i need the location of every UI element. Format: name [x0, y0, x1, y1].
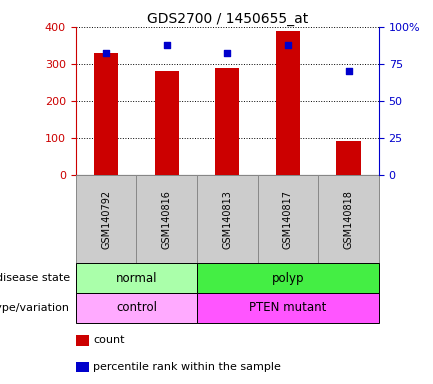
Bar [258, 175, 318, 263]
Text: GSM140818: GSM140818 [343, 190, 354, 248]
Point [224, 50, 231, 56]
Bar [136, 175, 197, 263]
Bar [215, 68, 239, 175]
Text: GSM140816: GSM140816 [162, 190, 172, 248]
Point [103, 50, 110, 56]
Bar [155, 71, 179, 175]
Bar [76, 175, 136, 263]
Point [284, 41, 291, 48]
Bar [76, 293, 197, 323]
Bar [197, 175, 258, 263]
Bar [94, 53, 118, 175]
Title: GDS2700 / 1450655_at: GDS2700 / 1450655_at [147, 12, 308, 26]
Text: GSM140817: GSM140817 [283, 190, 293, 248]
Text: control: control [116, 301, 157, 314]
Bar [318, 175, 379, 263]
Text: normal: normal [116, 272, 157, 285]
Text: GSM140792: GSM140792 [101, 190, 111, 248]
Bar [76, 263, 197, 293]
Bar [197, 293, 379, 323]
Text: genotype/variation: genotype/variation [0, 303, 70, 313]
Point [345, 68, 352, 74]
Point [163, 41, 170, 48]
Text: polyp: polyp [271, 272, 304, 285]
Text: count: count [93, 335, 125, 345]
Text: PTEN mutant: PTEN mutant [249, 301, 326, 314]
Bar [276, 31, 300, 175]
Bar [336, 141, 361, 175]
Text: GSM140813: GSM140813 [222, 190, 233, 248]
Text: disease state: disease state [0, 273, 70, 283]
Bar [197, 263, 379, 293]
Text: percentile rank within the sample: percentile rank within the sample [93, 362, 281, 372]
